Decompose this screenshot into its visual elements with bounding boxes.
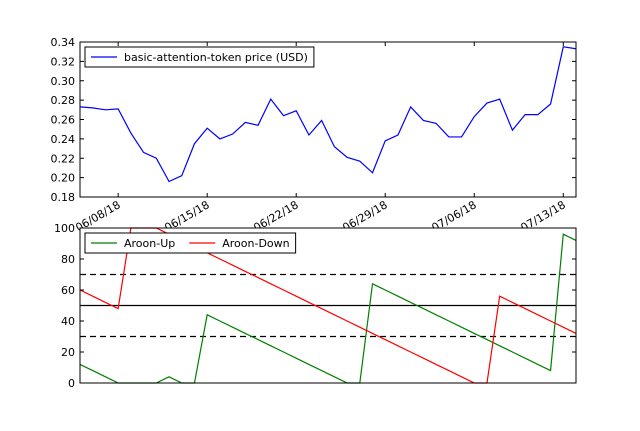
legend-label: Aroon-Down — [222, 237, 289, 250]
y-tick-label: 40 — [61, 315, 75, 328]
legend-label: basic-attention-token price (USD) — [124, 51, 308, 64]
legend: Aroon-Up Aroon-Down — [84, 232, 297, 254]
legend-label: Aroon-Up — [124, 237, 175, 250]
y-tick-label: 0.28 — [51, 94, 76, 107]
y-tick-label: 20 — [61, 346, 75, 359]
y-tick-label: 0.30 — [51, 75, 76, 88]
y-tick-label: 0.32 — [51, 55, 76, 68]
legend: basic-attention-token price (USD) — [84, 46, 315, 68]
axes-frame — [79, 227, 577, 384]
data-line — [79, 227, 577, 384]
data-line — [79, 46, 577, 183]
legend-frame — [84, 46, 315, 68]
y-tick-label: 0.20 — [51, 172, 76, 185]
y-tick-label: 0 — [68, 377, 75, 390]
y-tick-label: 0.24 — [51, 133, 76, 146]
y-tick-label: 60 — [61, 284, 75, 297]
plot-area — [80, 42, 576, 197]
y-tick-label: 0.34 — [51, 36, 76, 49]
y-tick-label: 80 — [61, 253, 75, 266]
y-tick-label: 0.18 — [51, 191, 76, 204]
y-tick-label: 0.26 — [51, 114, 76, 127]
y-tick-label: 100 — [54, 222, 75, 235]
y-tick-label: 0.22 — [51, 152, 76, 165]
